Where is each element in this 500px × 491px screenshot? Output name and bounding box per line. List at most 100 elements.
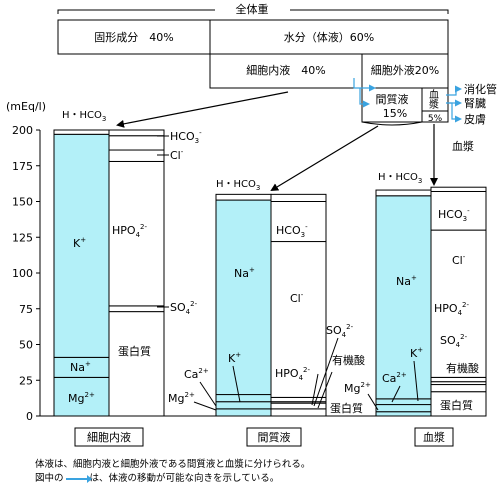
icf-hco3-label: HCO3- xyxy=(170,129,202,145)
plasma-k-label: K+ xyxy=(410,346,423,360)
segment-1-anions xyxy=(270,408,327,417)
body-composition: 固形成分 40% 水分（体液）60% 細胞内液 40% 細胞外液20% 間質液 … xyxy=(57,19,474,153)
segment-1-anions xyxy=(270,396,327,403)
segment-2-anions xyxy=(430,229,487,378)
plasma-protein-label: 蛋白質 xyxy=(440,398,473,412)
water-label: 水分（体液）60% xyxy=(284,30,374,44)
plasma-column-label-box xyxy=(414,427,454,447)
solid-label: 固形成分 40% xyxy=(94,31,173,44)
icf-label: 細胞内液 40% xyxy=(246,63,325,77)
note-line-2: 図中の は、体液の移動が可能な向きを示している。 xyxy=(35,472,279,486)
plasma-vertical-2: 漿 xyxy=(429,98,439,111)
segment-2-anions xyxy=(430,190,487,231)
segment-2-anions xyxy=(430,186,487,192)
icf-box xyxy=(209,53,363,89)
note-line-2a: 図中の xyxy=(35,473,64,484)
plasma-organic-label: 有機酸 xyxy=(446,361,479,375)
segment-0-anions xyxy=(108,129,165,137)
y-tick-label: 75 xyxy=(19,303,33,316)
isf-cl-label: Cl- xyxy=(290,291,304,305)
icf-na-label: Na+ xyxy=(70,360,91,374)
plasma-column-label: 血漿 xyxy=(423,430,445,444)
segment-0-anions xyxy=(108,160,165,307)
icf-hhco3-label: H・HCO3 xyxy=(62,110,106,123)
icf-hpo4-label: HPO42- xyxy=(112,223,148,239)
source-arrows xyxy=(116,91,438,192)
interstitial-label: 間質液 xyxy=(376,92,409,106)
isf-column-label-box xyxy=(246,427,302,447)
route-kidney: 腎臓 xyxy=(464,97,486,110)
plasma-ca-label: Ca2+ xyxy=(382,371,407,385)
icf-k-label: K+ xyxy=(73,236,86,250)
icf-cl-label: Cl- xyxy=(170,148,184,162)
segment-0-cations xyxy=(53,376,110,417)
isf-organic-label: 有機酸 xyxy=(332,353,365,367)
plasma-hpo4-label: HPO42- xyxy=(434,301,470,317)
segment-0-anions xyxy=(108,149,165,162)
y-tick-label: 0 xyxy=(26,410,33,423)
segment-2-cations xyxy=(375,404,432,413)
plasma-so4-label: SO42- xyxy=(440,333,468,349)
route-gi: 消化管 xyxy=(464,82,497,96)
plasma-hco3-label: HCO3- xyxy=(438,207,470,223)
segment-2-cations xyxy=(375,411,432,417)
segment-1-cations xyxy=(215,401,272,410)
segment-2-cations xyxy=(375,189,432,197)
plasma-side-label: 血漿 xyxy=(452,139,474,153)
blue-arrow-legend-icon xyxy=(65,474,92,483)
solid-box xyxy=(57,19,211,55)
isf-hco3-label: HCO3- xyxy=(276,223,308,239)
y-tick-label: 100 xyxy=(12,267,33,280)
y-tick-label: 175 xyxy=(12,160,33,173)
route-skin: 皮膚 xyxy=(464,112,486,126)
segment-0-anions xyxy=(108,135,165,151)
y-tick-label: 200 xyxy=(12,124,33,137)
isf-so4-label: SO42- xyxy=(326,323,354,339)
isf-hhco3-label: H・HCO3 xyxy=(216,179,260,192)
note-line-2b: は、体液の移動が可能な向きを示している。 xyxy=(89,473,280,484)
segment-2-cations xyxy=(375,398,432,406)
note-line-1: 体液は、細胞内液と細胞外液である間質液と血漿に分けられる。 xyxy=(35,459,311,470)
segment-0-cations xyxy=(53,129,110,135)
icf-mg-label: Mg2+ xyxy=(68,391,95,405)
segment-2-anions xyxy=(430,384,487,393)
electrolyte-columns xyxy=(53,129,487,417)
isf-column-label: 間質液 xyxy=(258,430,291,444)
ion-labels: H・HCO3 K+ Na+ Mg2+ HPO42- 蛋白質 HCO3- Cl- … xyxy=(62,110,479,415)
fluid-movement-arrows xyxy=(353,78,462,123)
total-weight-label: 全体重 xyxy=(236,2,269,16)
y-tick-label: 25 xyxy=(19,374,33,387)
segment-2-cations xyxy=(375,195,432,400)
segment-0-anions xyxy=(108,305,165,313)
column-labels: 細胞内液 間質液 血漿 xyxy=(74,427,454,447)
isf-protein-label: 蛋白質 xyxy=(330,401,363,415)
isf-ca-label: Ca2+ xyxy=(184,367,209,381)
isf-na-label: Na+ xyxy=(234,266,255,280)
icf-so4-label: SO42- xyxy=(170,300,198,316)
isf-k-label: K+ xyxy=(228,351,241,365)
segment-1-anions xyxy=(270,201,327,243)
ecf-box xyxy=(361,53,449,89)
segment-1-anions xyxy=(270,193,327,203)
segment-1-anions xyxy=(270,241,327,398)
isf-mg-label: Mg2+ xyxy=(168,391,195,405)
plasma-hhco3-label: H・HCO3 xyxy=(378,172,422,185)
plasma-vertical-1: 血 xyxy=(429,88,439,101)
plasma-pct: 5% xyxy=(428,114,443,124)
segment-1-cations xyxy=(215,394,272,403)
segment-0-anions xyxy=(108,311,165,417)
segment-0-cations xyxy=(53,133,110,358)
total-weight-brace: 全体重 xyxy=(57,2,449,16)
segment-2-anions xyxy=(430,376,487,383)
y-tick-label: 125 xyxy=(12,231,33,244)
icf-protein-label: 蛋白質 xyxy=(118,344,151,358)
segment-1-cations xyxy=(215,193,272,201)
segment-1-cations xyxy=(215,199,272,396)
interstitial-pct: 15% xyxy=(383,107,407,120)
segment-1-cations xyxy=(215,408,272,417)
y-tick-label: 150 xyxy=(12,196,33,209)
plasma-box xyxy=(421,87,449,123)
segment-2-anions xyxy=(430,391,487,417)
ecf-label: 細胞外液20% xyxy=(371,63,439,77)
